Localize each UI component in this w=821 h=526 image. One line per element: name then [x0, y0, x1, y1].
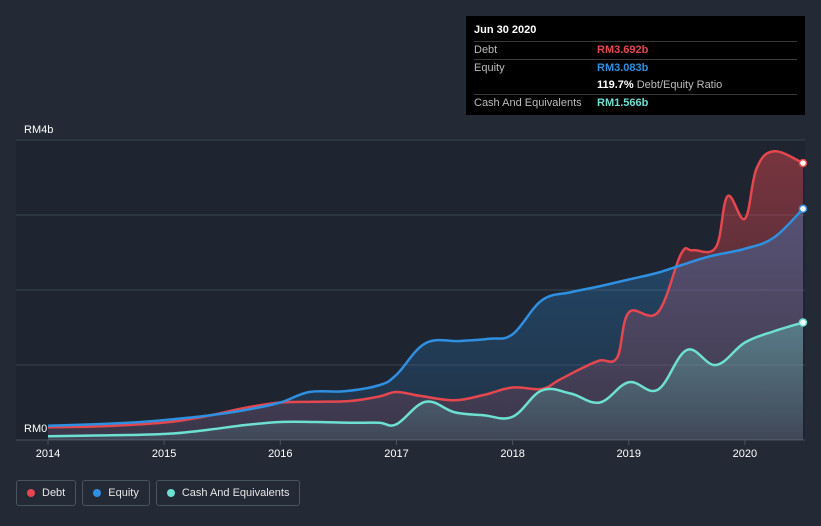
legend-item-debt[interactable]: Debt: [16, 480, 77, 506]
debt-endpoint: [798, 158, 808, 168]
cash-line: [47, 321, 804, 438]
legend-item-cash[interactable]: Cash And Equivalents: [155, 480, 301, 506]
cash-endpoint: [798, 318, 808, 327]
legend-cash-label: Cash And Equivalents: [181, 487, 290, 499]
legend: Debt Equity Cash And Equivalents: [16, 480, 301, 506]
cash-dot-icon: [166, 489, 175, 497]
x-tick-label: 2018: [500, 448, 524, 460]
legend-equity-label: Equity: [108, 487, 139, 499]
tooltip-date: Jun 30 2020: [474, 24, 537, 36]
tooltip-ratio-value: 119.7%: [597, 79, 634, 91]
debt-dot-icon: [27, 489, 35, 497]
legend-item-equity[interactable]: Equity: [82, 480, 150, 506]
x-tick-label: 2016: [268, 448, 292, 460]
tooltip-row-cash: Cash And Equivalents RM1.566b: [474, 94, 797, 111]
tooltip-equity-label: Equity: [474, 62, 505, 74]
tooltip-debt-value: RM3.692b: [597, 44, 649, 56]
debt-equity-chart: RM4b RM0 2014 2015 2016 2017 2018 2019 2020: [16, 124, 808, 460]
debt-line: [47, 149, 804, 429]
tooltip-cash-value: RM1.566b: [597, 97, 649, 109]
equity-endpoint: [798, 204, 808, 214]
tooltip-row-debt: Debt RM3.692b: [474, 41, 797, 58]
equity-area: [48, 208, 803, 440]
cash-area: [48, 322, 803, 440]
series-areas: [48, 151, 803, 440]
tooltip-ratio-label: Debt/Equity Ratio: [636, 79, 723, 91]
tooltip-cash-label: Cash And Equivalents: [474, 97, 582, 109]
x-tick-label: 2019: [617, 448, 641, 460]
x-tick-label: 2014: [36, 448, 60, 460]
x-tick-label: 2020: [733, 448, 757, 460]
legend-debt-label: Debt: [42, 487, 66, 499]
tooltip-row-equity: Equity RM3.083b: [474, 59, 797, 76]
series-lines: [47, 149, 804, 438]
y-label-bottom: RM0: [24, 423, 47, 435]
tooltip-equity-value: RM3.083b: [597, 62, 649, 74]
equity-line: [47, 207, 804, 427]
tooltip: Jun 30 2020 Debt RM3.692b Equity RM3.083…: [466, 16, 805, 115]
x-tick-label: 2015: [152, 448, 176, 460]
series-endpoints: [798, 158, 808, 327]
equity-dot-icon: [93, 489, 102, 497]
x-tick-label: 2017: [384, 448, 408, 460]
x-axis-ticks: 2014 2015 2016 2017 2018 2019 2020: [36, 440, 757, 460]
y-label-top: RM4b: [24, 124, 53, 136]
tooltip-row-ratio: 119.7% Debt/Equity Ratio: [474, 77, 797, 93]
tooltip-debt-label: Debt: [474, 44, 498, 56]
